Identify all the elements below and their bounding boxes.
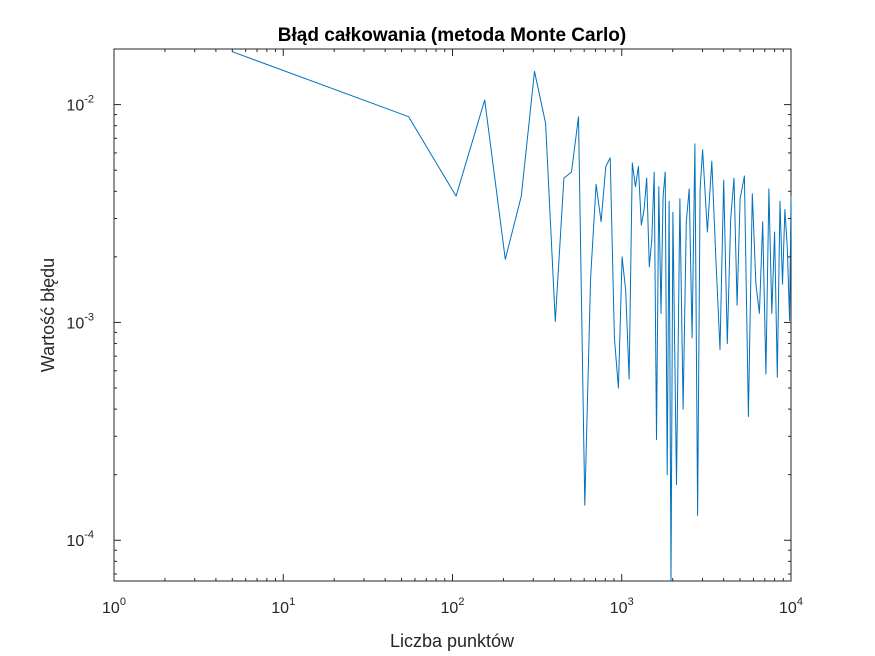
x-tick-label: 100 [102, 596, 126, 617]
y-tick-label: 10-2 [66, 94, 94, 115]
y-axis-title: Wartość błędu [38, 258, 58, 372]
chart-title: Błąd całkowania (metoda Monte Carlo) [278, 25, 626, 46]
series-line [232, 51, 792, 582]
x-tick-label: 102 [441, 596, 465, 617]
x-tick-label: 101 [271, 596, 295, 617]
plot-area [113, 48, 792, 582]
axes-box [113, 48, 792, 582]
y-tick-label: 10-4 [66, 529, 94, 550]
x-axis-title: Liczba punktów [390, 631, 515, 651]
y-axis-ticks: 10-4 10-3 10-2 [66, 94, 791, 575]
x-tick-label: 103 [610, 596, 634, 617]
y-tick-label: 10-3 [66, 311, 94, 332]
x-tick-label: 104 [779, 596, 803, 617]
x-axis-ticks: 100 101 102 103 104 [102, 49, 803, 617]
